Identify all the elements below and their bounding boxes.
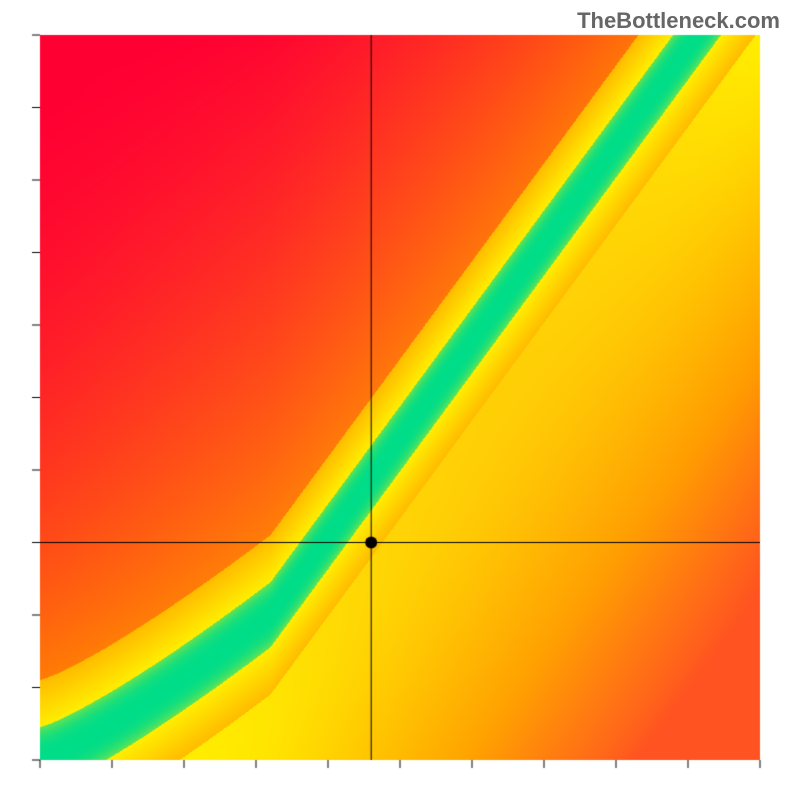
bottleneck-heatmap [0, 0, 800, 800]
watermark-text: TheBottleneck.com [577, 8, 780, 34]
